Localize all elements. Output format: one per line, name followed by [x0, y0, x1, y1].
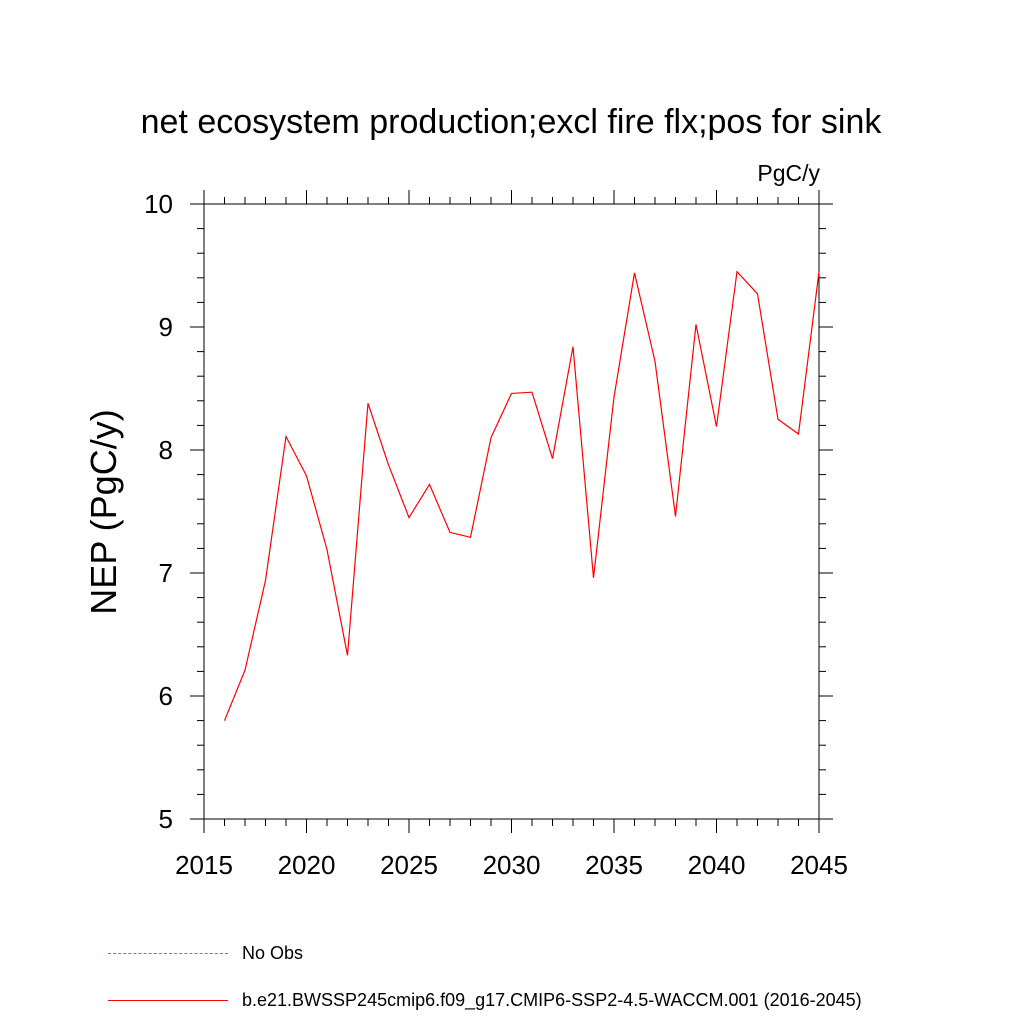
x-tick-label: 2030 [483, 850, 541, 880]
x-tick-label: 2025 [380, 850, 438, 880]
units-label: PgC/y [757, 160, 820, 186]
x-tick-label: 2045 [790, 850, 848, 880]
plot-frame [203, 203, 820, 820]
axis-ticks [190, 190, 833, 833]
axis-tick-labels: 2015 2020 2025 2030 2035 2040 2045 5 6 7 8 9 10 [144, 189, 848, 880]
y-tick-label: 10 [144, 189, 173, 219]
y-tick-label: 8 [159, 435, 173, 465]
y-axis-label: NEP (PgC/y) [83, 409, 124, 614]
chart-title: net ecosystem production;excl fire flx;p… [141, 103, 883, 141]
x-tick-label: 2035 [585, 850, 643, 880]
y-tick-label: 7 [159, 558, 173, 588]
series-line [223, 270, 820, 721]
y-tick-label: 6 [159, 681, 173, 711]
x-tick-label: 2020 [278, 850, 336, 880]
x-tick-label: 2040 [688, 850, 746, 880]
x-tick-label: 2015 [175, 850, 233, 880]
series-layer [223, 270, 820, 721]
y-tick-label: 9 [159, 312, 173, 342]
y-tick-label: 5 [159, 804, 173, 834]
